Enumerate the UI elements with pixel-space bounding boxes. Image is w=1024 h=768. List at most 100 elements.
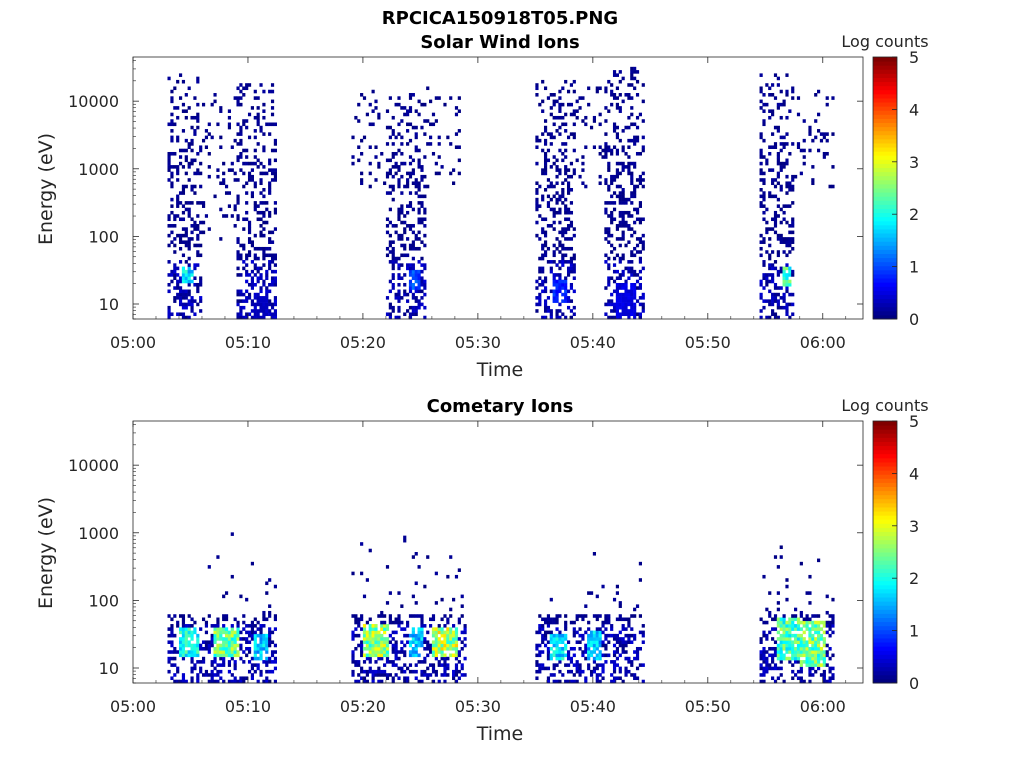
spectrogram-cell [788,224,792,228]
spectrogram-cell [400,210,404,215]
spectrogram-cell [773,266,778,271]
spectrogram-cell [538,237,542,241]
spectrogram-cell [546,260,551,264]
spectrogram-cell [443,630,447,635]
spectrogram-cell [561,279,565,284]
spectrogram-cell [268,630,272,635]
spectrogram-cell [584,676,588,681]
spectrogram-cell [819,646,824,651]
spectrogram-cell [566,89,571,94]
colorbar-frame [872,56,898,320]
spectrogram-cell [245,161,249,166]
spectrogram-cell [552,135,556,140]
spectrogram-cell [759,246,763,251]
spectrogram-cell [380,679,384,684]
spectrogram-cell [268,302,272,307]
spectrogram-cell [610,673,614,677]
spectrogram-cell [604,201,608,205]
spectrogram-cell [799,653,803,658]
spectrogram-cell [408,289,413,294]
spectrogram-cell [167,243,171,248]
spectrogram-cell [589,633,594,638]
spectrogram-cell [549,266,553,271]
spectrogram-cell [190,624,194,628]
spectrogram-cell [190,637,194,641]
spectrogram-cell [423,637,427,641]
spectrogram-cell [825,663,829,667]
spectrogram-cell [193,627,197,631]
spectrogram-cell [262,646,266,651]
spectrogram-cell [543,125,548,130]
spectrogram-cell [759,282,763,287]
spectrogram-cell [618,617,622,622]
spectrogram-cell [351,630,355,635]
spectrogram-cell [253,640,257,644]
spectrogram-cell [207,165,211,169]
spectrogram-cell [546,679,551,684]
spectrogram-cell [558,302,562,307]
spectrogram-cell [615,650,619,654]
spectrogram-cell [368,184,372,189]
spectrogram-cell [365,646,369,651]
spectrogram-cell [535,302,539,307]
spectrogram-cell [552,640,556,644]
spectrogram-cell [178,148,183,153]
spectrogram-cell [630,253,634,258]
spectrogram-cell [391,155,395,159]
spectrogram-cell [193,171,197,176]
spectrogram-cell [449,142,453,146]
spectrogram-cell [641,624,645,628]
spectrogram-cell [776,305,780,310]
spectrogram-cell [782,624,786,628]
spectrogram-cell [408,663,413,667]
spectrogram-cell [538,614,542,618]
spectrogram-cell [552,617,556,622]
spectrogram-cell [362,679,367,684]
spectrogram-cell [561,151,565,156]
spectrogram-cell [417,633,421,638]
spectrogram-cell [788,109,792,113]
spectrogram-cell [236,299,240,303]
spectrogram-cell [817,656,821,661]
spectrogram-cell [391,263,395,267]
spectrogram-cell [268,188,272,192]
spectrogram-cell [247,220,252,225]
spectrogram-cell [808,132,812,136]
spectrogram-cell [408,243,413,248]
spectrogram-cell [385,174,390,179]
spectrogram-cell [414,296,418,300]
spectrogram-cell [633,122,637,127]
spectrogram-cell [604,210,608,215]
spectrogram-cell [181,637,186,641]
spectrogram-cell [167,282,171,287]
spectrogram-cell [199,279,203,284]
spectrogram-cell [414,637,418,641]
spectrogram-cell [245,253,249,258]
spectrogram-cell [808,646,812,651]
spectrogram-cell [535,660,539,664]
spectrogram-cell [236,650,240,654]
spectrogram-cell [250,624,254,628]
spectrogram-cell [633,142,637,146]
spectrogram-cell [773,96,778,100]
spectrogram-cell [773,299,778,303]
spectrogram-cell [630,171,634,176]
spectrogram-cell [638,302,642,307]
spectrogram-cell [618,637,622,641]
spectrogram-cell [253,663,257,667]
spectrogram-cell [190,656,194,661]
spectrogram-cell [638,282,642,287]
spectrogram-cell [196,286,200,290]
spectrogram-cell [566,260,571,264]
spectrogram-cell [543,617,548,622]
spectrogram-cell [213,630,217,635]
spectrogram-cell [564,210,568,215]
spectrogram-cell [564,292,568,297]
spectrogram-cell [184,93,188,97]
spectrogram-cell [819,138,824,143]
spectrogram-cell [434,161,438,166]
spectrogram-cell [423,660,427,664]
spectrogram-cell [555,614,559,618]
spectrogram-cell [630,286,634,290]
spectrogram-cell [250,627,254,631]
